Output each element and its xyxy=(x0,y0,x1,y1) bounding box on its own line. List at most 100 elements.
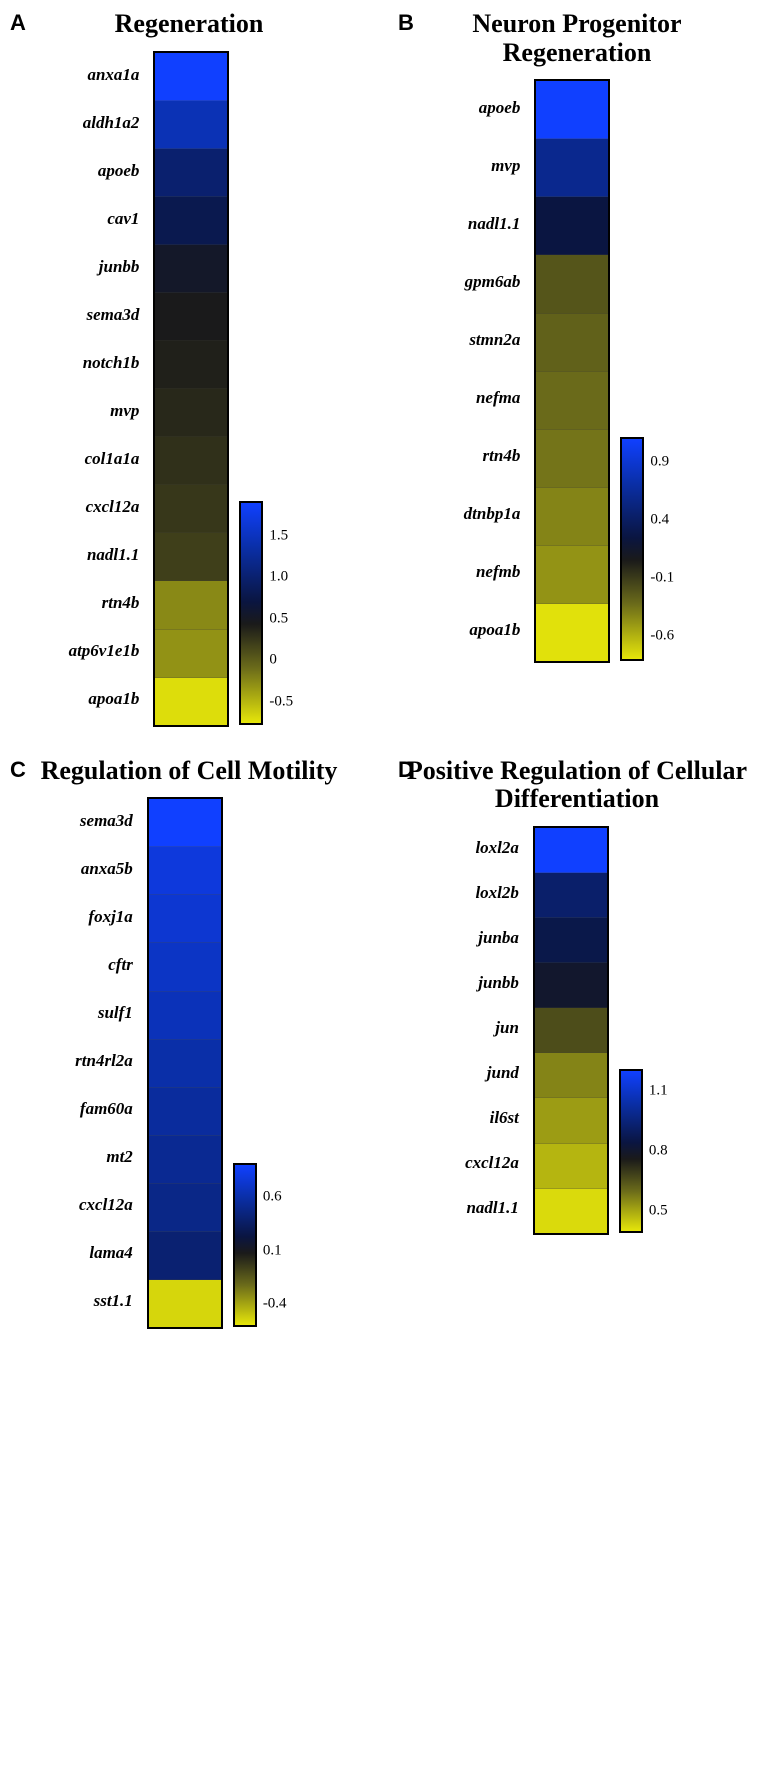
colorbar-ticks: 0.9 0.4 -0.1 -0.6 xyxy=(650,439,690,659)
heatmap-cell xyxy=(536,139,608,197)
colorbar-tick: 0.5 xyxy=(269,610,288,627)
heatmap-cell xyxy=(149,895,221,943)
gene-label: junbb xyxy=(99,243,144,291)
colorbar-ticks: 0.60.1-0.4 xyxy=(263,1165,303,1325)
colorbar: 1.51.00.50-0.5 xyxy=(239,501,309,725)
gene-label: cav1 xyxy=(107,195,143,243)
heatmap-column xyxy=(533,826,609,1235)
gene-label: gpm6ab xyxy=(465,253,525,311)
gene-label: junbb xyxy=(478,961,523,1006)
colorbar-tick: -0.6 xyxy=(650,628,674,645)
heatmap-cell xyxy=(535,918,607,963)
gene-label: loxl2a xyxy=(475,826,522,871)
gene-label: anxa5b xyxy=(81,845,137,893)
heatmap-cell xyxy=(149,799,221,847)
gene-label: aldh1a2 xyxy=(83,99,144,147)
heatmap-cell xyxy=(155,293,227,341)
panel-body: apoebmvpnadl1.1gpm6abstmn2anefmartn4bdtn… xyxy=(388,79,766,663)
colorbar-tick: 0.8 xyxy=(649,1142,668,1159)
gene-label: cxcl12a xyxy=(465,1141,523,1186)
gene-label: jun xyxy=(495,1006,523,1051)
figure: ARegenerationanxa1aaldh1a2apoebcav1junbb… xyxy=(0,0,766,1359)
gene-label: dtnbp1a xyxy=(464,485,525,543)
colorbar-bar xyxy=(619,1069,643,1233)
gene-label: nadl1.1 xyxy=(468,195,524,253)
colorbar-bar xyxy=(620,437,644,661)
gene-labels: apoebmvpnadl1.1gpm6abstmn2anefmartn4bdtn… xyxy=(464,79,525,663)
panel-letter: C xyxy=(10,757,26,783)
heatmap-cell xyxy=(155,149,227,197)
colorbar-tick: 0.9 xyxy=(650,454,669,471)
colorbar-tick: 1.1 xyxy=(649,1082,668,1099)
gene-label: nadl1.1 xyxy=(466,1186,522,1231)
colorbar-tick: -0.4 xyxy=(263,1295,287,1312)
heatmap-cell xyxy=(149,847,221,895)
gene-label: atp6v1e1b xyxy=(69,627,144,675)
heatmap-cell xyxy=(149,1136,221,1184)
gene-label: apoeb xyxy=(98,147,144,195)
heatmap-cell xyxy=(149,1088,221,1136)
heatmap-cell xyxy=(535,963,607,1008)
gene-label: apoa1b xyxy=(88,675,143,723)
panel-A: ARegenerationanxa1aaldh1a2apoebcav1junbb… xyxy=(0,10,378,727)
panel-body: loxl2aloxl2bjunbajunbbjunjundil6stcxcl12… xyxy=(388,826,766,1235)
heatmap-cell xyxy=(155,678,227,725)
gene-label: foxj1a xyxy=(88,893,136,941)
heatmap-cell xyxy=(536,314,608,372)
heatmap-cell xyxy=(155,630,227,678)
panel-letter: B xyxy=(398,10,414,36)
heatmap-cell xyxy=(149,1184,221,1232)
heatmap-cell xyxy=(155,437,227,485)
colorbar-tick: 0.6 xyxy=(263,1189,282,1206)
gene-label: rtn4b xyxy=(483,427,525,485)
heatmap-cell xyxy=(535,1053,607,1098)
heatmap-cell xyxy=(155,197,227,245)
heatmap-cell xyxy=(536,197,608,255)
panel-C: CRegulation of Cell Motility sema3danxa5b… xyxy=(0,757,378,1330)
colorbar: 0.60.1-0.4 xyxy=(233,1163,303,1327)
gene-label: nadl1.1 xyxy=(87,531,143,579)
heatmap-cell xyxy=(149,943,221,991)
colorbar: 1.10.80.5 xyxy=(619,1069,689,1233)
gene-label: sema3d xyxy=(80,797,137,845)
panel-letter: D xyxy=(398,757,414,783)
gene-label: fam60a xyxy=(80,1085,137,1133)
colorbar-ticks: 1.51.00.50-0.5 xyxy=(269,503,309,723)
gene-label: nefmb xyxy=(476,543,524,601)
gene-label: apoeb xyxy=(479,79,525,137)
panel-title: Neuron Progenitor Regeneration xyxy=(407,10,747,67)
gene-labels: anxa1aaldh1a2apoebcav1junbbsema3dnotch1b… xyxy=(69,51,144,727)
heatmap-column xyxy=(153,51,229,727)
gene-label: stmn2a xyxy=(469,311,524,369)
gene-labels: sema3danxa5bfoxj1acftrsulf1rtn4rl2afam60… xyxy=(75,797,137,1329)
panel-title: Positive Regulation of Cellular Differen… xyxy=(407,757,747,814)
heatmap-cell xyxy=(155,581,227,629)
gene-label: sst1.1 xyxy=(94,1277,137,1325)
heatmap-cell xyxy=(155,533,227,581)
heatmap-cell xyxy=(155,101,227,149)
heatmap-cell xyxy=(536,488,608,546)
colorbar: 0.9 0.4 -0.1 -0.6 xyxy=(620,437,690,661)
panel-body: sema3danxa5bfoxj1acftrsulf1rtn4rl2afam60… xyxy=(0,797,378,1329)
heatmap-cell xyxy=(536,81,608,139)
heatmap-cell xyxy=(536,372,608,430)
heatmap-cell xyxy=(155,53,227,101)
heatmap-cell xyxy=(535,828,607,873)
colorbar-tick: -0.1 xyxy=(650,570,674,587)
gene-label: loxl2b xyxy=(475,871,522,916)
panel-D: DPositive Regulation of Cellular Differe… xyxy=(388,757,766,1330)
gene-labels: loxl2aloxl2bjunbajunbbjunjundil6stcxcl12… xyxy=(465,826,523,1235)
colorbar-tick: 1.0 xyxy=(269,569,288,586)
colorbar-tick: 0.4 xyxy=(650,512,669,529)
panel-B: BNeuron Progenitor Regeneration apoebmvpn… xyxy=(388,10,766,727)
colorbar-ticks: 1.10.80.5 xyxy=(649,1071,689,1231)
colorbar-tick: 1.5 xyxy=(269,527,288,544)
panel-title: Regulation of Cell Motility xyxy=(19,757,359,786)
gene-label: notch1b xyxy=(83,339,144,387)
gene-label: cftr xyxy=(108,941,137,989)
gene-label: il6st xyxy=(490,1096,523,1141)
heatmap-cell xyxy=(535,873,607,918)
heatmap-cell xyxy=(149,992,221,1040)
heatmap-cell xyxy=(535,1144,607,1189)
gene-label: rtn4b xyxy=(102,579,144,627)
